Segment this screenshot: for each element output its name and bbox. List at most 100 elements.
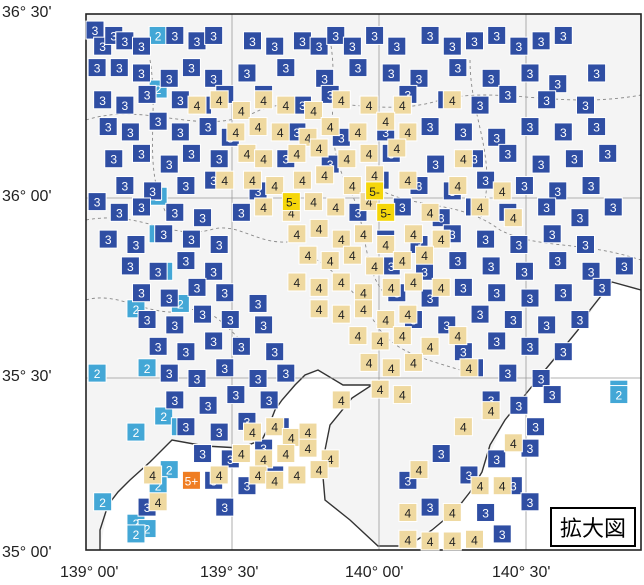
station-marker-label: 3 — [144, 88, 151, 102]
station-marker-box — [520, 336, 540, 356]
station-marker-int3: 3 — [126, 234, 146, 254]
station-marker-box — [209, 422, 229, 442]
station-marker-int3: 3 — [243, 31, 262, 51]
station-marker-label: 3 — [171, 206, 178, 220]
station-marker-int3: 3 — [181, 143, 201, 163]
station-marker-label: 4 — [260, 201, 267, 215]
station-marker-label: 3 — [105, 121, 112, 135]
station-marker-box — [548, 181, 568, 201]
station-marker-box — [376, 111, 396, 131]
station-marker-label: 3 — [221, 362, 228, 376]
station-marker-box — [231, 444, 251, 464]
station-marker-box — [304, 100, 324, 120]
station-marker-int3: 3 — [603, 197, 623, 217]
station-marker-box — [115, 95, 135, 115]
station-marker-label: 4 — [310, 196, 317, 210]
station-marker-box — [476, 170, 496, 190]
lon-label-13930: 139° 30' — [200, 564, 259, 581]
station-marker-label: 2 — [144, 523, 151, 537]
station-marker-box — [370, 379, 390, 399]
station-marker-int4: 4 — [387, 138, 407, 158]
station-marker-box — [181, 58, 201, 78]
station-marker-int3: 3 — [531, 154, 551, 174]
station-marker-label: 4 — [271, 474, 278, 488]
station-marker-label: 3 — [171, 319, 178, 333]
station-marker-box — [320, 251, 340, 271]
station-marker-label: 2 — [160, 410, 167, 424]
station-marker-label: 4 — [410, 356, 417, 370]
station-marker-label: 3 — [427, 292, 434, 306]
station-marker-label: 3 — [233, 389, 240, 403]
station-marker-box — [254, 197, 274, 217]
station-marker-box — [193, 444, 213, 464]
station-marker-int3: 3 — [204, 25, 224, 45]
station-marker-box — [587, 63, 607, 83]
station-marker-label: 4 — [338, 233, 345, 247]
station-marker-box — [270, 122, 290, 142]
station-marker-int4: 4 — [370, 331, 390, 351]
station-marker-int4: 4 — [376, 310, 396, 330]
station-marker-label: 3 — [299, 99, 306, 113]
station-marker-int4: 4 — [215, 170, 235, 190]
station-marker-label: 4 — [260, 153, 267, 167]
station-marker-box — [265, 176, 285, 196]
station-marker-int3: 3 — [381, 63, 401, 83]
station-marker-box — [420, 336, 440, 356]
station-marker-label: 4 — [366, 99, 373, 113]
station-marker-label: 3 — [349, 40, 356, 54]
station-marker-box — [248, 117, 268, 137]
station-marker-label: 4 — [271, 180, 278, 194]
station-marker-int3: 3 — [553, 342, 573, 362]
station-marker-int3: 3 — [487, 449, 507, 469]
station-marker-label: 4 — [327, 453, 334, 467]
station-marker-label: 3 — [221, 501, 228, 515]
station-marker-label: 4 — [338, 394, 345, 408]
station-marker-int2: 2 — [137, 358, 157, 378]
station-marker-label: 3 — [216, 426, 223, 440]
station-marker-int3: 3 — [387, 36, 407, 56]
station-marker-label: 4 — [255, 469, 262, 483]
station-marker-int3: 3 — [204, 68, 224, 88]
station-marker-box — [132, 143, 151, 163]
station-marker-label: 3 — [183, 255, 190, 269]
station-marker-int4: 4 — [348, 122, 368, 142]
station-marker-int4: 4 — [442, 90, 462, 110]
station-marker-box — [359, 352, 379, 372]
station-marker-box — [181, 143, 201, 163]
station-marker-box — [376, 310, 396, 330]
station-marker-box — [503, 208, 523, 228]
station-marker-box — [93, 90, 113, 110]
station-marker-box — [531, 368, 551, 388]
station-marker-box — [387, 36, 407, 56]
station-marker-box — [398, 170, 418, 190]
station-marker-label: 3 — [238, 206, 245, 220]
station-marker-int2: 2 — [126, 524, 146, 544]
station-marker-box — [276, 444, 296, 464]
station-marker-label: 3 — [460, 346, 467, 360]
station-marker-label: 3 — [488, 72, 495, 86]
station-marker-int3: 3 — [198, 117, 218, 137]
station-marker-int4: 4 — [442, 531, 462, 551]
station-marker-int3: 3 — [120, 256, 140, 276]
station-marker-box — [403, 272, 423, 292]
station-marker-int3: 3 — [248, 368, 268, 388]
station-marker-label: 3 — [471, 153, 478, 167]
station-marker-box — [209, 149, 229, 169]
station-marker-box — [392, 326, 412, 346]
station-marker-int3: 3 — [365, 25, 385, 45]
station-marker-int3: 3 — [181, 229, 201, 249]
station-marker-int3: 3 — [576, 234, 595, 254]
station-marker-label: 3 — [155, 265, 162, 279]
station-marker-label: 3 — [610, 201, 617, 215]
station-marker-int4: 4 — [403, 272, 423, 292]
station-marker-int3: 3 — [348, 58, 368, 78]
station-marker-label: 3 — [554, 185, 561, 199]
station-marker-label: 4 — [410, 276, 417, 290]
station-marker-label: 4 — [355, 126, 362, 140]
station-marker-label: 4 — [427, 535, 434, 549]
station-marker-label: 4 — [344, 153, 351, 167]
station-marker-label: 4 — [321, 169, 328, 183]
station-marker-box — [276, 58, 296, 78]
station-marker-box — [348, 326, 368, 346]
station-marker-label: 3 — [116, 206, 123, 220]
